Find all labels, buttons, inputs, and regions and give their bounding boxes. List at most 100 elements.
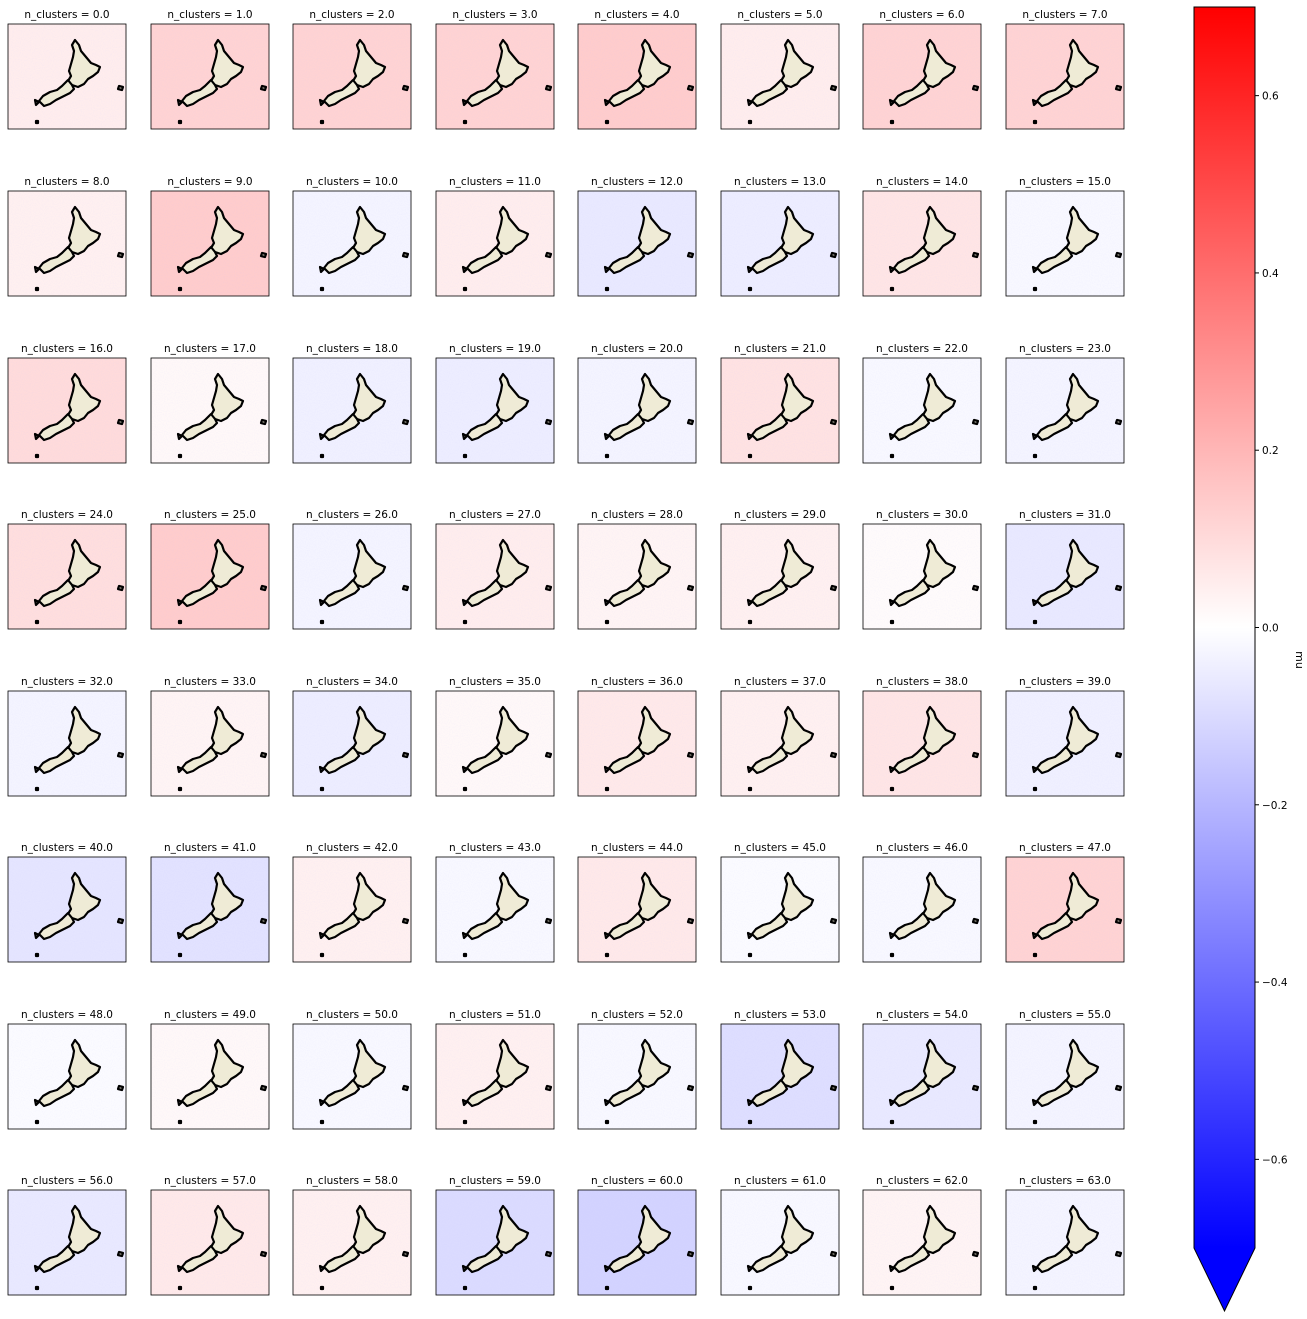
map-panel: n_clusters = 43.0 [435, 842, 555, 963]
panel-title: n_clusters = 18.0 [306, 343, 398, 355]
map-panel: n_clusters = 26.0 [292, 509, 412, 630]
panel-title: n_clusters = 11.0 [449, 176, 541, 188]
panel-title: n_clusters = 44.0 [591, 842, 683, 854]
map-panel: n_clusters = 44.0 [577, 842, 697, 963]
panel-title: n_clusters = 28.0 [591, 509, 683, 521]
panel-frame [150, 690, 270, 797]
map-panel: n_clusters = 34.0 [292, 676, 412, 797]
panel-title: n_clusters = 42.0 [306, 842, 398, 854]
map-panel: n_clusters = 7.0 [1005, 9, 1125, 130]
panel-title: n_clusters = 4.0 [594, 9, 679, 21]
map-panel: n_clusters = 47.0 [1005, 842, 1125, 963]
mu-field-speckle [8, 857, 126, 962]
map-panel: n_clusters = 9.0 [150, 176, 270, 297]
colorbar-tick: −0.2 [1255, 800, 1288, 812]
panel-title: n_clusters = 38.0 [876, 676, 968, 688]
map-panel: n_clusters = 53.0 [720, 1009, 840, 1130]
mu-field-speckle [1006, 1024, 1124, 1129]
panel-title: n_clusters = 50.0 [306, 1009, 398, 1021]
colorbar-tick-label: 0.0 [1262, 623, 1279, 635]
panel-title: n_clusters = 25.0 [164, 509, 256, 521]
panel-frame [7, 357, 127, 464]
panel-frame [577, 690, 697, 797]
panel-title: n_clusters = 55.0 [1019, 1009, 1111, 1021]
map-panel: n_clusters = 27.0 [435, 509, 555, 630]
mu-field-speckle [578, 191, 696, 296]
mu-field-speckle [863, 191, 981, 296]
panel-frame [577, 1023, 697, 1130]
panel-title: n_clusters = 15.0 [1019, 176, 1111, 188]
panel-title: n_clusters = 59.0 [449, 1175, 541, 1187]
panel-title: n_clusters = 57.0 [164, 1175, 256, 1187]
panel-frame [577, 23, 697, 130]
nz-coastline [33, 38, 125, 125]
panel-title: n_clusters = 58.0 [306, 1175, 398, 1187]
panel-title: n_clusters = 47.0 [1019, 842, 1111, 854]
map-panel: n_clusters = 4.0 [577, 9, 697, 130]
panel-frame [720, 190, 840, 297]
map-panel: n_clusters = 57.0 [150, 1175, 270, 1296]
panel-title: n_clusters = 45.0 [734, 842, 826, 854]
map-panel: n_clusters = 20.0 [577, 343, 697, 464]
panel-frame [577, 856, 697, 963]
mu-field-speckle [1006, 24, 1124, 129]
panel-title: n_clusters = 31.0 [1019, 509, 1111, 521]
panel-frame [7, 1023, 127, 1130]
panel-title: n_clusters = 9.0 [167, 176, 252, 188]
mu-field-speckle [8, 1024, 126, 1129]
nz-coastline [603, 871, 695, 958]
panel-frame [7, 690, 127, 797]
colorbar-tick-label: −0.2 [1262, 800, 1288, 812]
panel-frame [435, 690, 555, 797]
panel-frame [1005, 23, 1125, 130]
colorbar-extend-triangle [1194, 1248, 1255, 1311]
map-panel: n_clusters = 36.0 [577, 676, 697, 797]
nz-coastline [746, 38, 838, 125]
panel-frame [7, 190, 127, 297]
panel-frame [150, 1023, 270, 1130]
map-panel: n_clusters = 2.0 [292, 9, 412, 130]
mu-field-speckle [151, 857, 269, 962]
map-panel: n_clusters = 41.0 [150, 842, 270, 963]
mu-field-speckle [151, 1024, 269, 1129]
nz-coastline [888, 1038, 980, 1125]
panel-frame [720, 690, 840, 797]
mu-field-speckle [578, 857, 696, 962]
panel-title: n_clusters = 52.0 [591, 1009, 683, 1021]
map-panel: n_clusters = 51.0 [435, 1009, 555, 1130]
panel-frame [720, 1023, 840, 1130]
nz-coastline [746, 1038, 838, 1125]
mu-field-speckle [863, 24, 981, 129]
panel-frame [7, 23, 127, 130]
nz-coastline [746, 538, 838, 625]
mu-field-speckle [151, 358, 269, 463]
colorbar-outline [1193, 6, 1256, 1313]
panel-title: n_clusters = 2.0 [309, 9, 394, 21]
nz-coastline [33, 372, 125, 459]
map-panel: n_clusters = 59.0 [435, 1175, 555, 1296]
map-panel: n_clusters = 13.0 [720, 176, 840, 297]
nz-coastline [888, 538, 980, 625]
panel-frame [1005, 357, 1125, 464]
panel-frame [150, 1189, 270, 1296]
map-panel: n_clusters = 31.0 [1005, 509, 1125, 630]
panel-frame [720, 357, 840, 464]
map-panel: n_clusters = 46.0 [862, 842, 982, 963]
panel-frame [435, 190, 555, 297]
mu-field-speckle [1006, 691, 1124, 796]
colorbar-tick-label: 0.4 [1262, 268, 1279, 280]
panel-frame [292, 1189, 412, 1296]
mu-field-speckle [151, 524, 269, 629]
panel-frame [577, 190, 697, 297]
panel-frame [292, 1023, 412, 1130]
panel-title: n_clusters = 56.0 [21, 1175, 113, 1187]
mu-field-speckle [151, 691, 269, 796]
nz-coastline [603, 205, 695, 292]
panel-frame [577, 1189, 697, 1296]
nz-coastline [603, 538, 695, 625]
mu-field-speckle [151, 191, 269, 296]
panel-title: n_clusters = 3.0 [452, 9, 537, 21]
panel-title: n_clusters = 27.0 [449, 509, 541, 521]
mu-field-speckle [721, 1024, 839, 1129]
nz-coastline [33, 538, 125, 625]
